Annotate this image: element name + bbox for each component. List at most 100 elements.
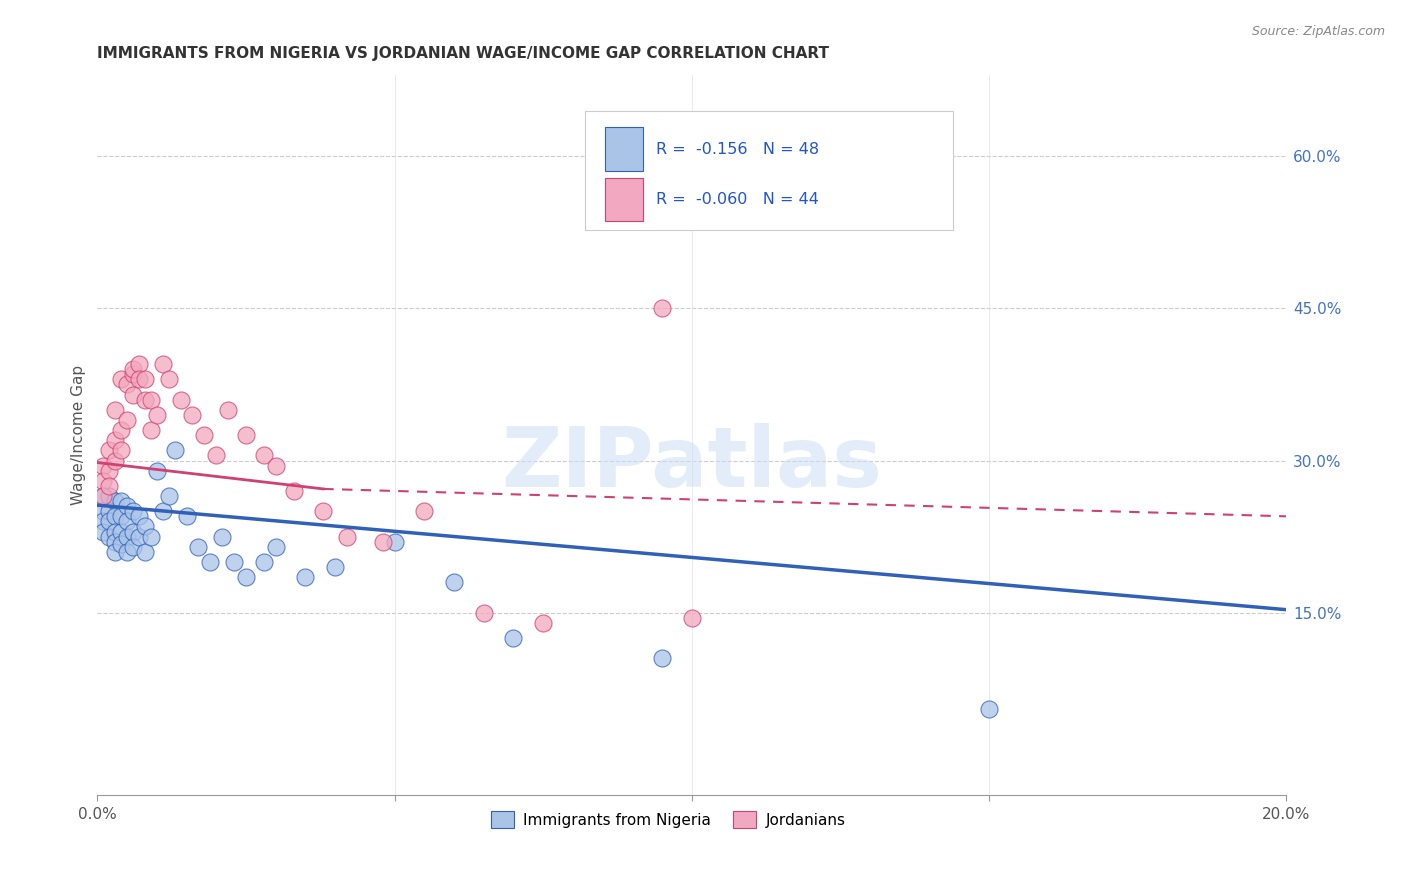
Legend: Immigrants from Nigeria, Jordanians: Immigrants from Nigeria, Jordanians xyxy=(485,805,852,835)
Point xyxy=(222,555,245,569)
Point xyxy=(134,519,156,533)
Point xyxy=(104,545,127,559)
Point xyxy=(110,509,132,524)
Text: R =  -0.060   N = 44: R = -0.060 N = 44 xyxy=(657,192,820,207)
Point xyxy=(122,362,145,376)
Point xyxy=(122,387,145,401)
Point xyxy=(384,534,406,549)
Point xyxy=(253,555,276,569)
Point xyxy=(146,408,169,422)
Point xyxy=(128,372,150,386)
Point xyxy=(443,575,465,590)
Point xyxy=(115,413,138,427)
Point xyxy=(91,489,114,503)
Point xyxy=(122,368,145,382)
Text: Source: ZipAtlas.com: Source: ZipAtlas.com xyxy=(1251,25,1385,38)
Point xyxy=(122,524,145,539)
Point xyxy=(110,443,132,458)
Point xyxy=(98,479,121,493)
Point xyxy=(110,423,132,437)
Point xyxy=(139,392,162,407)
Point xyxy=(104,453,127,467)
Point xyxy=(187,540,209,554)
Point xyxy=(91,515,114,529)
Y-axis label: Wage/Income Gap: Wage/Income Gap xyxy=(72,365,86,505)
Point xyxy=(146,464,169,478)
Point xyxy=(91,524,114,539)
Point xyxy=(651,651,673,665)
Point xyxy=(193,428,215,442)
Point xyxy=(128,357,150,371)
Point xyxy=(264,540,287,554)
Point xyxy=(134,372,156,386)
Point xyxy=(122,540,145,554)
Point xyxy=(104,534,127,549)
Point xyxy=(104,494,127,508)
Point xyxy=(134,545,156,559)
Point xyxy=(264,458,287,473)
Point xyxy=(217,402,239,417)
Point xyxy=(91,489,114,503)
Bar xyxy=(605,128,643,170)
Point xyxy=(91,474,114,488)
Point xyxy=(104,524,127,539)
Bar xyxy=(605,178,643,221)
Point xyxy=(176,509,198,524)
Point xyxy=(211,530,233,544)
Point xyxy=(163,443,186,458)
Point xyxy=(104,434,127,448)
Point xyxy=(592,128,614,143)
Point xyxy=(98,530,121,544)
Point xyxy=(681,611,703,625)
Point xyxy=(134,392,156,407)
FancyBboxPatch shape xyxy=(585,111,953,230)
Point xyxy=(502,631,524,645)
Point xyxy=(115,545,138,559)
Text: ZIPatlas: ZIPatlas xyxy=(502,424,883,505)
Point xyxy=(371,534,394,549)
Point xyxy=(115,530,138,544)
Point xyxy=(312,504,335,518)
Point xyxy=(152,357,174,371)
Text: R =  -0.156   N = 48: R = -0.156 N = 48 xyxy=(657,142,820,157)
Point xyxy=(98,504,121,518)
Point xyxy=(98,515,121,529)
Point xyxy=(128,530,150,544)
Point xyxy=(122,504,145,518)
Point xyxy=(336,530,359,544)
Point xyxy=(235,428,257,442)
Point xyxy=(110,524,132,539)
Point xyxy=(235,570,257,584)
Point xyxy=(205,449,228,463)
Point xyxy=(110,537,132,551)
Point xyxy=(977,702,1000,716)
Point xyxy=(115,499,138,513)
Point xyxy=(115,515,138,529)
Point xyxy=(98,443,121,458)
Point xyxy=(157,372,180,386)
Point xyxy=(110,372,132,386)
Point xyxy=(139,423,162,437)
Point xyxy=(323,560,346,574)
Point xyxy=(115,377,138,392)
Point xyxy=(181,408,204,422)
Point xyxy=(128,509,150,524)
Point xyxy=(139,530,162,544)
Point xyxy=(91,458,114,473)
Point xyxy=(283,483,305,498)
Point xyxy=(294,570,316,584)
Point xyxy=(472,606,495,620)
Text: IMMIGRANTS FROM NIGERIA VS JORDANIAN WAGE/INCOME GAP CORRELATION CHART: IMMIGRANTS FROM NIGERIA VS JORDANIAN WAG… xyxy=(97,46,830,62)
Point xyxy=(651,301,673,316)
Point xyxy=(169,392,191,407)
Point xyxy=(152,504,174,518)
Point xyxy=(104,402,127,417)
Point xyxy=(200,555,222,569)
Point xyxy=(413,504,436,518)
Point xyxy=(104,509,127,524)
Point xyxy=(531,615,554,630)
Point xyxy=(110,494,132,508)
Point xyxy=(91,504,114,518)
Point xyxy=(98,464,121,478)
Point xyxy=(98,489,121,503)
